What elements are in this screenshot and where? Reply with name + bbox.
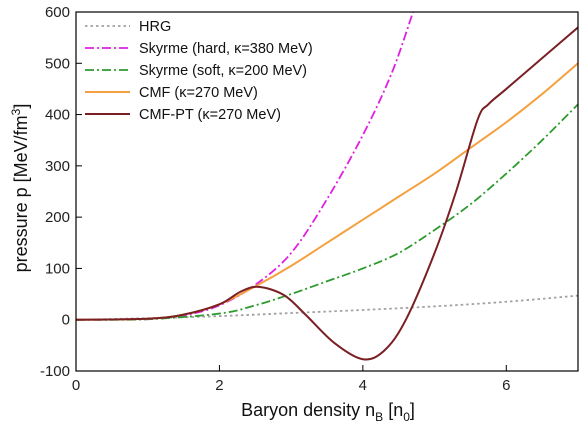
y-axis-title-close: ] [11, 104, 31, 109]
x-axis-title: Baryon density nB [n0] [241, 400, 415, 424]
y-axis-title: pressure p [MeV/fm3] [9, 104, 31, 273]
legend-label-3: Skyrme (soft, κ=200 MeV) [139, 63, 307, 79]
series-line-3 [76, 103, 578, 321]
y-axis-title-sup: 3 [9, 108, 23, 115]
plot-frame [75, 11, 579, 372]
legend-label-5: CMF-PT (κ=270 MeV) [139, 107, 281, 123]
y-tick-label-0: 0 [62, 312, 70, 329]
x-axis-title-main: Baryon density n [241, 400, 375, 420]
x-axis-title-close: ] [410, 400, 415, 420]
legend-label-4: CMF (κ=270 MeV) [139, 85, 258, 101]
x-axis-title-sub2: 0 [403, 410, 410, 424]
y-axis-title-main: pressure p [MeV/fm [11, 115, 31, 272]
y-tick-label-300: 300 [45, 158, 70, 175]
x-axis-title-sub: B [375, 410, 383, 424]
series-lines [76, 12, 578, 361]
x-tick-label-4: 4 [359, 377, 367, 394]
series-line-2 [76, 12, 414, 321]
series-line-1 [76, 294, 578, 321]
y-tick-label-400: 400 [45, 107, 70, 124]
legend-label-1: HRG [139, 19, 171, 35]
legend: HRG Skyrme (hard, κ=380 MeV) Skyrme (soft,… [85, 19, 313, 123]
y-tick-label-100: 100 [45, 260, 70, 277]
y-tick-label--100: -100 [40, 363, 70, 380]
series-line-5 [76, 26, 578, 361]
y-tick-label-600: 600 [45, 4, 70, 21]
x-tick-label-2: 2 [215, 377, 223, 394]
x-tick-label-0: 0 [72, 377, 80, 394]
x-axis-title-tail: [n [383, 400, 403, 420]
x-tick-label-6: 6 [502, 377, 510, 394]
y-tick-label-200: 200 [45, 209, 70, 226]
legend-label-2: Skyrme (hard, κ=380 MeV) [139, 41, 313, 57]
y-tick-label-500: 500 [45, 55, 70, 72]
